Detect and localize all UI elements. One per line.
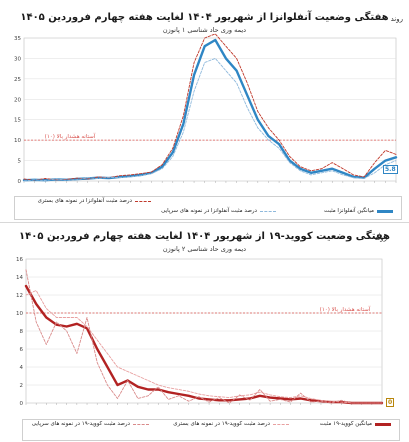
influenza-chart-title: هفتگی وضعیت آنفلوانزا از شهریور ۱۴۰۴ لغا… — [20, 12, 389, 23]
covid-line-chart: 0 2 4 6 8 10 12 14 16 آستانه هشدار بالا (۱۰) — [16, 257, 384, 407]
latest-value-label: 5.8 — [383, 165, 398, 174]
legend-label-outpatient: درصد مثبت کووید-۱۹ در نمونه های سرپایی — [31, 421, 130, 427]
y-tick-label: 20 — [14, 97, 21, 103]
legend-label-average: میانگین آنفلوانزا مثبت — [324, 208, 374, 214]
legend-swatch-inpatient — [135, 200, 151, 202]
legend-item-average: میانگین کووید-۱۹ مثبت — [320, 421, 391, 427]
y-tick-label: 16 — [16, 257, 23, 263]
legend-swatch-outpatient — [260, 210, 276, 212]
title-prefix: روند — [374, 234, 387, 242]
legend-label-inpatient: درصد مثبت کووید-۱۹ در نمونه های بستری — [173, 421, 270, 427]
y-tick-label: 14 — [16, 275, 23, 281]
legend-swatch-average — [377, 209, 393, 213]
legend-swatch-inpatient — [273, 423, 289, 425]
legend-swatch-outpatient — [133, 423, 149, 425]
legend-item-average: میانگین آنفلوانزا مثبت — [324, 208, 393, 214]
legend-label-inpatient: درصد مثبت آنفلوانزا در نمونه های بستری — [37, 198, 132, 204]
plot-area — [23, 37, 397, 182]
y-tick-label: 15 — [14, 118, 21, 124]
legend-item-inpatient: درصد مثبت آنفلوانزا در نمونه های بستری — [38, 198, 151, 204]
influenza-chart-panel: روند هفتگی وضعیت آنفلوانزا از شهریور ۱۴۰… — [14, 12, 403, 220]
y-tick-label: 25 — [14, 77, 21, 83]
y-tick-label: 8 — [20, 329, 24, 335]
y-tick-label: 0 — [18, 179, 22, 185]
y-tick-label: 12 — [16, 293, 23, 299]
covid-legend: میانگین کووید-۱۹ مثبت درصد مثبت کووید-۱۹… — [22, 419, 400, 441]
y-tick-label: 35 — [14, 36, 21, 42]
influenza-chart-subtitle: دیمه وری حاد شناسی ۱ پانوزن — [162, 26, 247, 34]
covid-chart-subtitle: دیمه وری حاد شناسی ۲ پانوزن — [162, 245, 247, 253]
legend-label-average: میانگین کووید-۱۹ مثبت — [319, 421, 372, 427]
series-outpatient-line — [25, 269, 383, 404]
legend-swatch-average — [375, 422, 391, 426]
title-prefix: روند — [390, 15, 403, 23]
y-tick-label: 10 — [14, 138, 21, 144]
influenza-line-chart: 0 5 10 15 20 25 30 35 آستانه هشدار بالا (۱۰) — [14, 33, 398, 185]
covid-chart-title: هفتگی وضعیت کووید-۱۹ از شهریور ۱۴۰۴ لغای… — [19, 231, 390, 242]
legend-item-outpatient: درصد مثبت کووید-۱۹ در نمونه های سرپایی — [32, 421, 149, 427]
series-outpatient-line — [23, 57, 397, 182]
influenza-legend: درصد مثبت آنفلوانزا در نمونه های بستری د… — [14, 196, 402, 220]
y-tick-label: 5 — [18, 159, 22, 165]
y-tick-label: 30 — [14, 56, 21, 62]
legend-label-outpatient: درصد مثبت آنفلوانزا در نمونه های سرپایی — [161, 208, 257, 214]
legend-item-outpatient: درصد مثبت آنفلوانزا در نمونه های سرپایی — [161, 208, 276, 214]
series-inpatient-line — [23, 33, 397, 181]
y-tick-label: 4 — [20, 365, 24, 371]
covid-chart-panel: روند هفتگی وضعیت کووید-۱۹ از شهریور ۱۴۰۴… — [0, 222, 409, 442]
threshold-label: آستانه هشدار بالا (۱۰) — [320, 306, 371, 313]
legend-item-inpatient: درصد مثبت کووید-۱۹ در نمونه های بستری — [173, 421, 289, 427]
latest-value-label: 0 — [386, 398, 395, 407]
y-tick-label: 6 — [20, 347, 24, 353]
y-tick-label: 2 — [20, 383, 24, 389]
y-tick-label: 10 — [16, 311, 23, 317]
y-tick-label: 0 — [20, 401, 24, 407]
threshold-label: آستانه هشدار بالا (۱۰) — [45, 133, 96, 140]
